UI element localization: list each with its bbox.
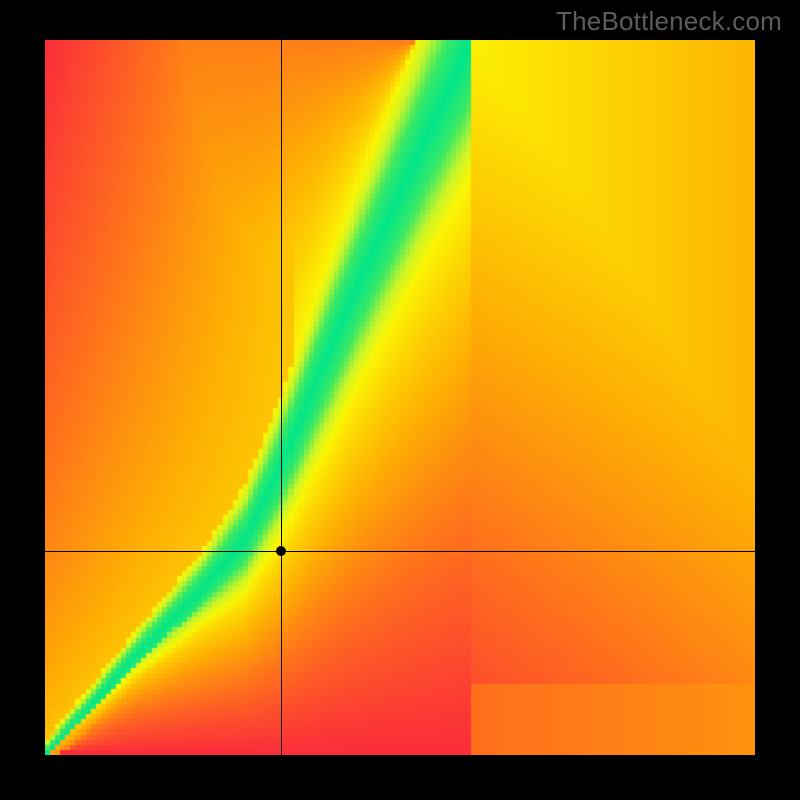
heatmap-canvas xyxy=(45,40,755,755)
crosshair-vertical xyxy=(281,40,282,755)
crosshair-horizontal xyxy=(45,551,755,552)
marker-dot xyxy=(276,546,286,556)
chart-container: TheBottleneck.com xyxy=(0,0,800,800)
watermark-text: TheBottleneck.com xyxy=(556,6,782,37)
